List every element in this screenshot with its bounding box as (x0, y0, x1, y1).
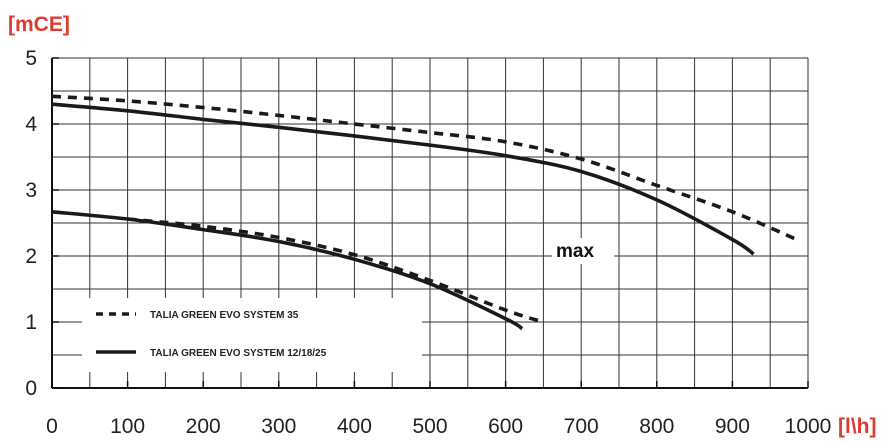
legend: TALIA GREEN EVO SYSTEM 35 TALIA GREEN EV… (82, 298, 422, 372)
x-tick-label: 900 (715, 415, 750, 438)
series-line-system-12-18-25-min (51, 210, 524, 331)
y-tick-label: 2 (25, 245, 37, 268)
grid-lines (52, 58, 808, 388)
x-tick-label: 700 (564, 415, 599, 438)
x-tick-label: 300 (261, 415, 296, 438)
x-tick-label: 800 (639, 415, 674, 438)
legend-label-system-35: TALIA GREEN EVO SYSTEM 35 (150, 310, 299, 321)
y-tick-label: 0 (25, 377, 37, 400)
legend-label-system-12-18-25: TALIA GREEN EVO SYSTEM 12/18/25 (150, 348, 327, 359)
x-tick-label: 200 (186, 415, 221, 438)
y-tick-label: 3 (25, 179, 37, 202)
x-tick-label: 100 (110, 415, 145, 438)
series-line-system-35-max (51, 94, 798, 242)
max-label-background (552, 238, 614, 264)
y-tick-label: 5 (25, 47, 37, 70)
y-tick-label: 4 (25, 113, 37, 136)
y-axis-label: [mCE] (8, 13, 70, 36)
max-annotation: max (552, 238, 614, 264)
series-line-system-12-18-25-max (51, 102, 755, 256)
axes (51, 57, 809, 389)
x-tick-label: 500 (412, 415, 447, 438)
x-axis-label: [l\h] (838, 415, 876, 438)
x-tick-label: 600 (488, 415, 523, 438)
x-tick-label: 1000 (785, 415, 832, 438)
series-layer (51, 94, 798, 331)
max-label: max (556, 241, 594, 262)
series-line-system-35-min (127, 217, 544, 324)
legend-background (82, 298, 422, 372)
x-tick-label: 0 (46, 415, 58, 438)
x-tick-label: 400 (337, 415, 372, 438)
tick-labels: 0 100 200 300 400 500 600 700 800 900 1000 0 1 2 3 4 5 (25, 47, 831, 438)
y-tick-label: 1 (25, 311, 37, 334)
